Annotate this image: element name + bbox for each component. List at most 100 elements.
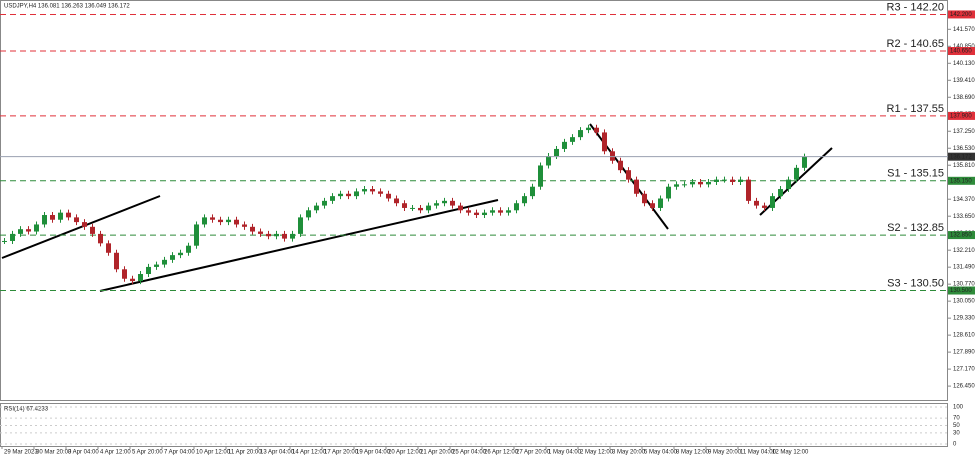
x-tick-label: 5 Apr 20:00 — [132, 450, 163, 456]
candle-body — [658, 198, 663, 208]
level-tag-label: 140.650 — [950, 49, 972, 55]
y-tick-label: 129.330 — [953, 316, 975, 322]
candle-body — [738, 179, 743, 182]
candle-body — [114, 252, 119, 270]
candle-body — [402, 203, 407, 208]
candle-body — [586, 127, 591, 131]
x-tick-label: 12 May 12:00 — [772, 450, 809, 456]
rsi-title: RSI(14) 67.4233 — [4, 407, 49, 413]
y-tick-label: 130.770 — [953, 282, 975, 288]
candle-body — [602, 132, 607, 152]
x-tick-label: 4 Apr 12:00 — [100, 450, 131, 456]
candle-body — [394, 198, 399, 204]
level-tag-label: 135.150 — [950, 178, 972, 184]
candle-body — [10, 233, 15, 241]
level-tag-label: 142.200 — [950, 12, 972, 18]
candle-body — [722, 179, 727, 181]
candle-body — [306, 210, 311, 218]
y-tick-label: 136.530 — [953, 146, 975, 152]
candle-body — [442, 200, 447, 204]
candle-body — [106, 243, 111, 253]
candle-body — [530, 186, 535, 197]
x-tick-label: 1 May 04:00 — [548, 450, 582, 456]
candle-body — [66, 212, 71, 218]
x-tick-label: 13 Apr 04:00 — [260, 450, 295, 456]
candle-body — [146, 266, 151, 275]
candle-body — [514, 203, 519, 211]
x-tick-label: 27 Apr 20:00 — [516, 450, 551, 456]
candle-body — [546, 156, 551, 166]
candle-body — [690, 181, 695, 185]
x-tick-label: 29 Mar 2023 — [4, 450, 38, 456]
candle-body — [450, 200, 455, 206]
candle-body — [354, 191, 359, 197]
level-tag — [948, 286, 975, 295]
trend-line — [1, 195, 161, 259]
candle-body — [434, 203, 439, 206]
candle-body — [378, 191, 383, 194]
y-tick-label: 140.850 — [953, 44, 975, 50]
candle-body — [162, 259, 167, 265]
candle-body — [26, 229, 31, 232]
candle-body — [362, 189, 367, 192]
level-tag-label: 132.850 — [950, 233, 972, 239]
candle-body — [242, 224, 247, 227]
candle-body — [650, 203, 655, 208]
candle-body — [746, 179, 751, 201]
candle-body — [490, 210, 495, 213]
candle-body — [778, 189, 783, 197]
y-tick-label: 138.690 — [953, 95, 975, 101]
level-tag-label: 130.500 — [950, 288, 972, 294]
price-panel — [0, 0, 948, 401]
candle-body — [426, 205, 431, 211]
candle-body — [186, 245, 191, 253]
x-tick-label: 19 Apr 04:00 — [356, 450, 391, 456]
candle-body — [194, 224, 199, 246]
level-label: S1 - 135.15 — [887, 168, 944, 180]
candle-body — [466, 210, 471, 213]
candle-body — [386, 193, 391, 199]
candle-body — [458, 205, 463, 211]
candle-body — [82, 222, 87, 227]
candle-body — [58, 212, 63, 220]
rsi-tick-label: 70 — [953, 416, 960, 422]
candle-body — [234, 219, 239, 225]
x-tick-label: 17 Apr 20:00 — [324, 450, 359, 456]
x-tick-label: 20 Apr 12:00 — [388, 450, 423, 456]
candle-body — [90, 226, 95, 234]
y-tick-label: 134.370 — [953, 197, 975, 203]
candle-body — [290, 233, 295, 239]
candle-body — [682, 184, 687, 186]
candle-body — [522, 196, 527, 204]
x-tick-label: 30 Mar 20:00 — [36, 450, 72, 456]
x-tick-label: 14 Apr 12:00 — [292, 450, 327, 456]
candle-body — [730, 179, 735, 182]
x-tick-label: 11 Apr 20:00 — [228, 450, 262, 456]
candle-body — [714, 179, 719, 182]
candle-body — [554, 148, 559, 157]
y-tick-label: 133.650 — [953, 214, 975, 220]
candle-body — [34, 224, 39, 232]
x-tick-label: 9 May 20:00 — [708, 450, 742, 456]
candle-body — [346, 193, 351, 197]
candle-body — [786, 179, 791, 190]
candle-body — [250, 226, 255, 232]
x-tick-label: 11 May 04:00 — [740, 450, 777, 456]
candle-body — [762, 205, 767, 208]
candle-body — [506, 210, 511, 213]
candle-body — [314, 205, 319, 211]
chart-title: USDJPY,H4 136.081 136.263 136.049 136.17… — [4, 4, 130, 10]
candle-body — [74, 217, 79, 223]
level-label: R3 - 142.20 — [887, 1, 944, 13]
candle-body — [42, 215, 47, 225]
candle-body — [570, 137, 575, 142]
candle-body — [130, 278, 135, 282]
candle-body — [538, 165, 543, 187]
candle-body — [2, 240, 7, 242]
candle-body — [634, 179, 639, 194]
candle-body — [50, 215, 55, 220]
candle-body — [210, 217, 215, 220]
candle-body — [642, 193, 647, 204]
y-tick-label: 141.570 — [953, 27, 975, 33]
